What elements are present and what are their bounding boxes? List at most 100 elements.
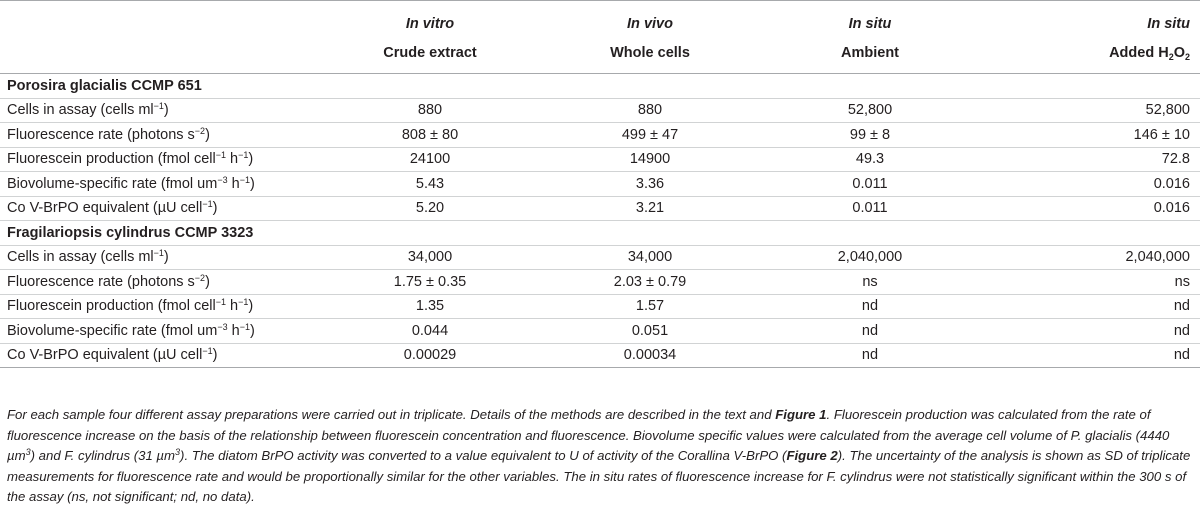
col-header-top: In situ: [760, 0, 980, 39]
col-header-bottom: Crude extract: [320, 39, 540, 74]
subscript: 2: [1168, 52, 1174, 62]
table-row: Cells in assay (cells ml−1) 34,000 34,000 2…: [0, 245, 1200, 270]
table-cell: 1.75 ± 0.35: [320, 269, 540, 295]
col-header-bottom: Added H2O2: [980, 39, 1200, 74]
row-label: Biovolume-specific rate (fmol um−3 h−1): [0, 171, 320, 197]
row-label-text: Fluorescence rate (photons s: [7, 126, 195, 143]
row-label-text: ): [212, 347, 218, 364]
col-header-top: In vivo: [540, 0, 760, 39]
table-cell: 0.051: [540, 318, 760, 344]
row-label-text: ): [163, 249, 169, 266]
table-cell: nd: [980, 294, 1200, 319]
table-cell: nd: [980, 343, 1200, 368]
table-cell: 3.36: [540, 171, 760, 197]
table-cell: 5.20: [320, 196, 540, 221]
table-cell: 72.8: [980, 147, 1200, 172]
superscript: −1: [153, 101, 164, 112]
footnote-text: . Fluorescein production was calculated …: [7, 407, 1170, 464]
row-label-text: Cells in assay (cells ml: [7, 249, 154, 266]
row-label-text: ): [163, 102, 169, 119]
table-row: Cells in assay (cells ml−1) 880 880 52,800 5…: [0, 98, 1200, 123]
superscript: −1: [239, 174, 250, 185]
table-cell: 34,000: [320, 245, 540, 270]
group-row: Porosira glacialis CCMP 651: [0, 73, 1200, 99]
superscript: −1: [238, 297, 249, 308]
row-label-text: ): [205, 273, 210, 290]
superscript: −1: [239, 321, 250, 332]
superscript: −1: [202, 199, 213, 210]
superscript: −2: [194, 272, 206, 283]
figure-ref-link[interactable]: Figure 1: [775, 407, 827, 422]
table-cell: 0.011: [760, 196, 980, 221]
table-cell: 499 ± 47: [540, 122, 760, 148]
superscript: −1: [153, 248, 164, 259]
table-cell: 2,040,000: [980, 245, 1200, 270]
superscript: −1: [202, 346, 213, 357]
table-cell: 99 ± 8: [760, 122, 980, 148]
superscript: −3: [217, 321, 228, 332]
table-row: Biovolume-specific rate (fmol um−3 h−1) 0…: [0, 318, 1200, 344]
row-label-text: Biovolume-specific rate (fmol um: [7, 175, 218, 192]
row-label-text: h: [227, 175, 240, 192]
row-label: Co V-BrPO equivalent (µU cell−1): [0, 196, 320, 221]
footnote-text: ) and F. cylindrus (31 µm: [30, 448, 176, 464]
row-label: Cells in assay (cells ml−1): [0, 98, 320, 123]
col-header-top: In situ: [980, 0, 1200, 39]
row-label-text: Fluorescence rate (photons s: [7, 273, 195, 290]
table-cell: 14900: [540, 147, 760, 172]
header-corner: [0, 0, 320, 39]
row-label-text: Co V-BrPO equivalent (µU cell: [7, 200, 203, 217]
table-cell: 0.00029: [320, 343, 540, 368]
row-label: Fluorescence rate (photons s−2): [0, 122, 320, 148]
table-cell: 24100: [320, 147, 540, 172]
row-label-text: ): [249, 175, 255, 192]
table-cell: 880: [540, 98, 760, 123]
superscript: −3: [217, 174, 228, 185]
header-corner: [0, 39, 320, 74]
group-title: Fragilariopsis cylindrus CCMP 3323: [0, 220, 1200, 246]
table-cell: 808 ± 80: [320, 122, 540, 148]
table-row: Fluorescence rate (photons s−2) 808 ± 80 4…: [0, 122, 1200, 148]
table-cell: 1.57: [540, 294, 760, 319]
table-cell: nd: [980, 318, 1200, 344]
table-cell: nd: [760, 343, 980, 368]
row-label: Fluorescein production (fmol cell−1 h−1): [0, 294, 320, 319]
group-title: Porosira glacialis CCMP 651: [0, 73, 1200, 99]
table-row: Biovolume-specific rate (fmol um−3 h−1) 5…: [0, 171, 1200, 197]
table-footnote: For each sample four different assay pre…: [7, 405, 1193, 508]
figure-ref-link[interactable]: Figure 2: [786, 448, 838, 464]
table-cell: 3.21: [540, 196, 760, 221]
table-row: Fluorescein production (fmol cell−1 h−1)…: [0, 294, 1200, 319]
table-row: Fluorescein production (fmol cell−1 h−1)…: [0, 147, 1200, 172]
table-cell: ns: [980, 269, 1200, 295]
row-label-text: h: [226, 298, 239, 315]
table-cell: 0.016: [980, 171, 1200, 197]
table-cell: 1.35: [320, 294, 540, 319]
row-label: Biovolume-specific rate (fmol um−3 h−1): [0, 318, 320, 344]
table-cell: 2,040,000: [760, 245, 980, 270]
row-label-text: ): [249, 322, 255, 339]
row-label-text: Fluorescein production (fmol cell: [7, 298, 216, 315]
superscript: −1: [215, 297, 226, 308]
table-cell: 52,800: [760, 98, 980, 123]
row-label-text: Biovolume-specific rate (fmol um: [7, 322, 218, 339]
row-label: Cells in assay (cells ml−1): [0, 245, 320, 270]
superscript: −1: [238, 150, 249, 161]
col-header-text: O: [1173, 45, 1185, 61]
row-label-text: h: [227, 322, 240, 339]
table-row: Co V-BrPO equivalent (µU cell−1) 0.00029 0…: [0, 343, 1200, 368]
col-header-top: In vitro: [320, 0, 540, 39]
table-cell: 5.43: [320, 171, 540, 197]
col-header-bottom: Whole cells: [540, 39, 760, 74]
table-row: Co V-BrPO equivalent (µU cell−1) 5.20 3.21…: [0, 196, 1200, 221]
table-cell: nd: [760, 318, 980, 344]
subscript: 2: [1184, 52, 1190, 62]
footnote-text: ). The diatom BrPO activity was converte…: [180, 448, 787, 464]
table-row: Fluorescence rate (photons s−2) 1.75 ± 0.…: [0, 269, 1200, 295]
row-label: Co V-BrPO equivalent (µU cell−1): [0, 343, 320, 368]
table-header: In vitro In vivo In situ In situ Crude e…: [0, 0, 1200, 74]
superscript: −1: [215, 150, 226, 161]
superscript: −2: [194, 125, 206, 136]
group-row: Fragilariopsis cylindrus CCMP 3323: [0, 220, 1200, 246]
table-cell: 0.016: [980, 196, 1200, 221]
